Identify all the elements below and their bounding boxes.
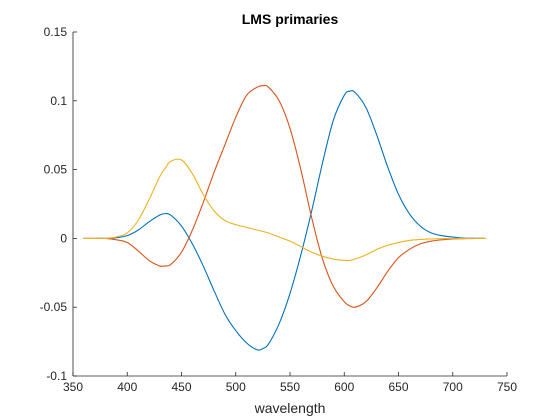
x-tick-label: 650 bbox=[388, 380, 408, 394]
series-line-1 bbox=[83, 90, 486, 351]
x-tick-label: 350 bbox=[63, 380, 83, 394]
x-tick-label: 500 bbox=[226, 380, 246, 394]
y-tick-label: -0.1 bbox=[46, 369, 67, 383]
x-axis-ticks: 350 400 450 500 550 600 650 700 750 bbox=[63, 372, 517, 394]
y-tick-label: -0.05 bbox=[40, 300, 68, 314]
series-layer bbox=[83, 84, 486, 351]
x-tick-label: 600 bbox=[334, 380, 354, 394]
y-axis-ticks: -0.1 -0.05 0 0.05 0.1 0.15 bbox=[40, 25, 77, 383]
x-tick-label: 750 bbox=[497, 380, 517, 394]
y-tick-label: 0.05 bbox=[44, 163, 68, 177]
x-tick-label: 550 bbox=[280, 380, 300, 394]
y-tick-label: 0 bbox=[60, 231, 67, 245]
x-tick-label: 700 bbox=[443, 380, 463, 394]
plot-area bbox=[73, 32, 507, 376]
series-line-2 bbox=[83, 84, 486, 308]
series-line-3 bbox=[83, 158, 486, 262]
x-axis-title: wavelength bbox=[254, 400, 326, 416]
y-tick-label: 0.1 bbox=[50, 94, 67, 108]
chart-title: LMS primaries bbox=[242, 11, 339, 27]
x-tick-label: 450 bbox=[171, 380, 191, 394]
x-tick-label: 400 bbox=[117, 380, 137, 394]
y-tick-label: 0.15 bbox=[44, 25, 68, 39]
